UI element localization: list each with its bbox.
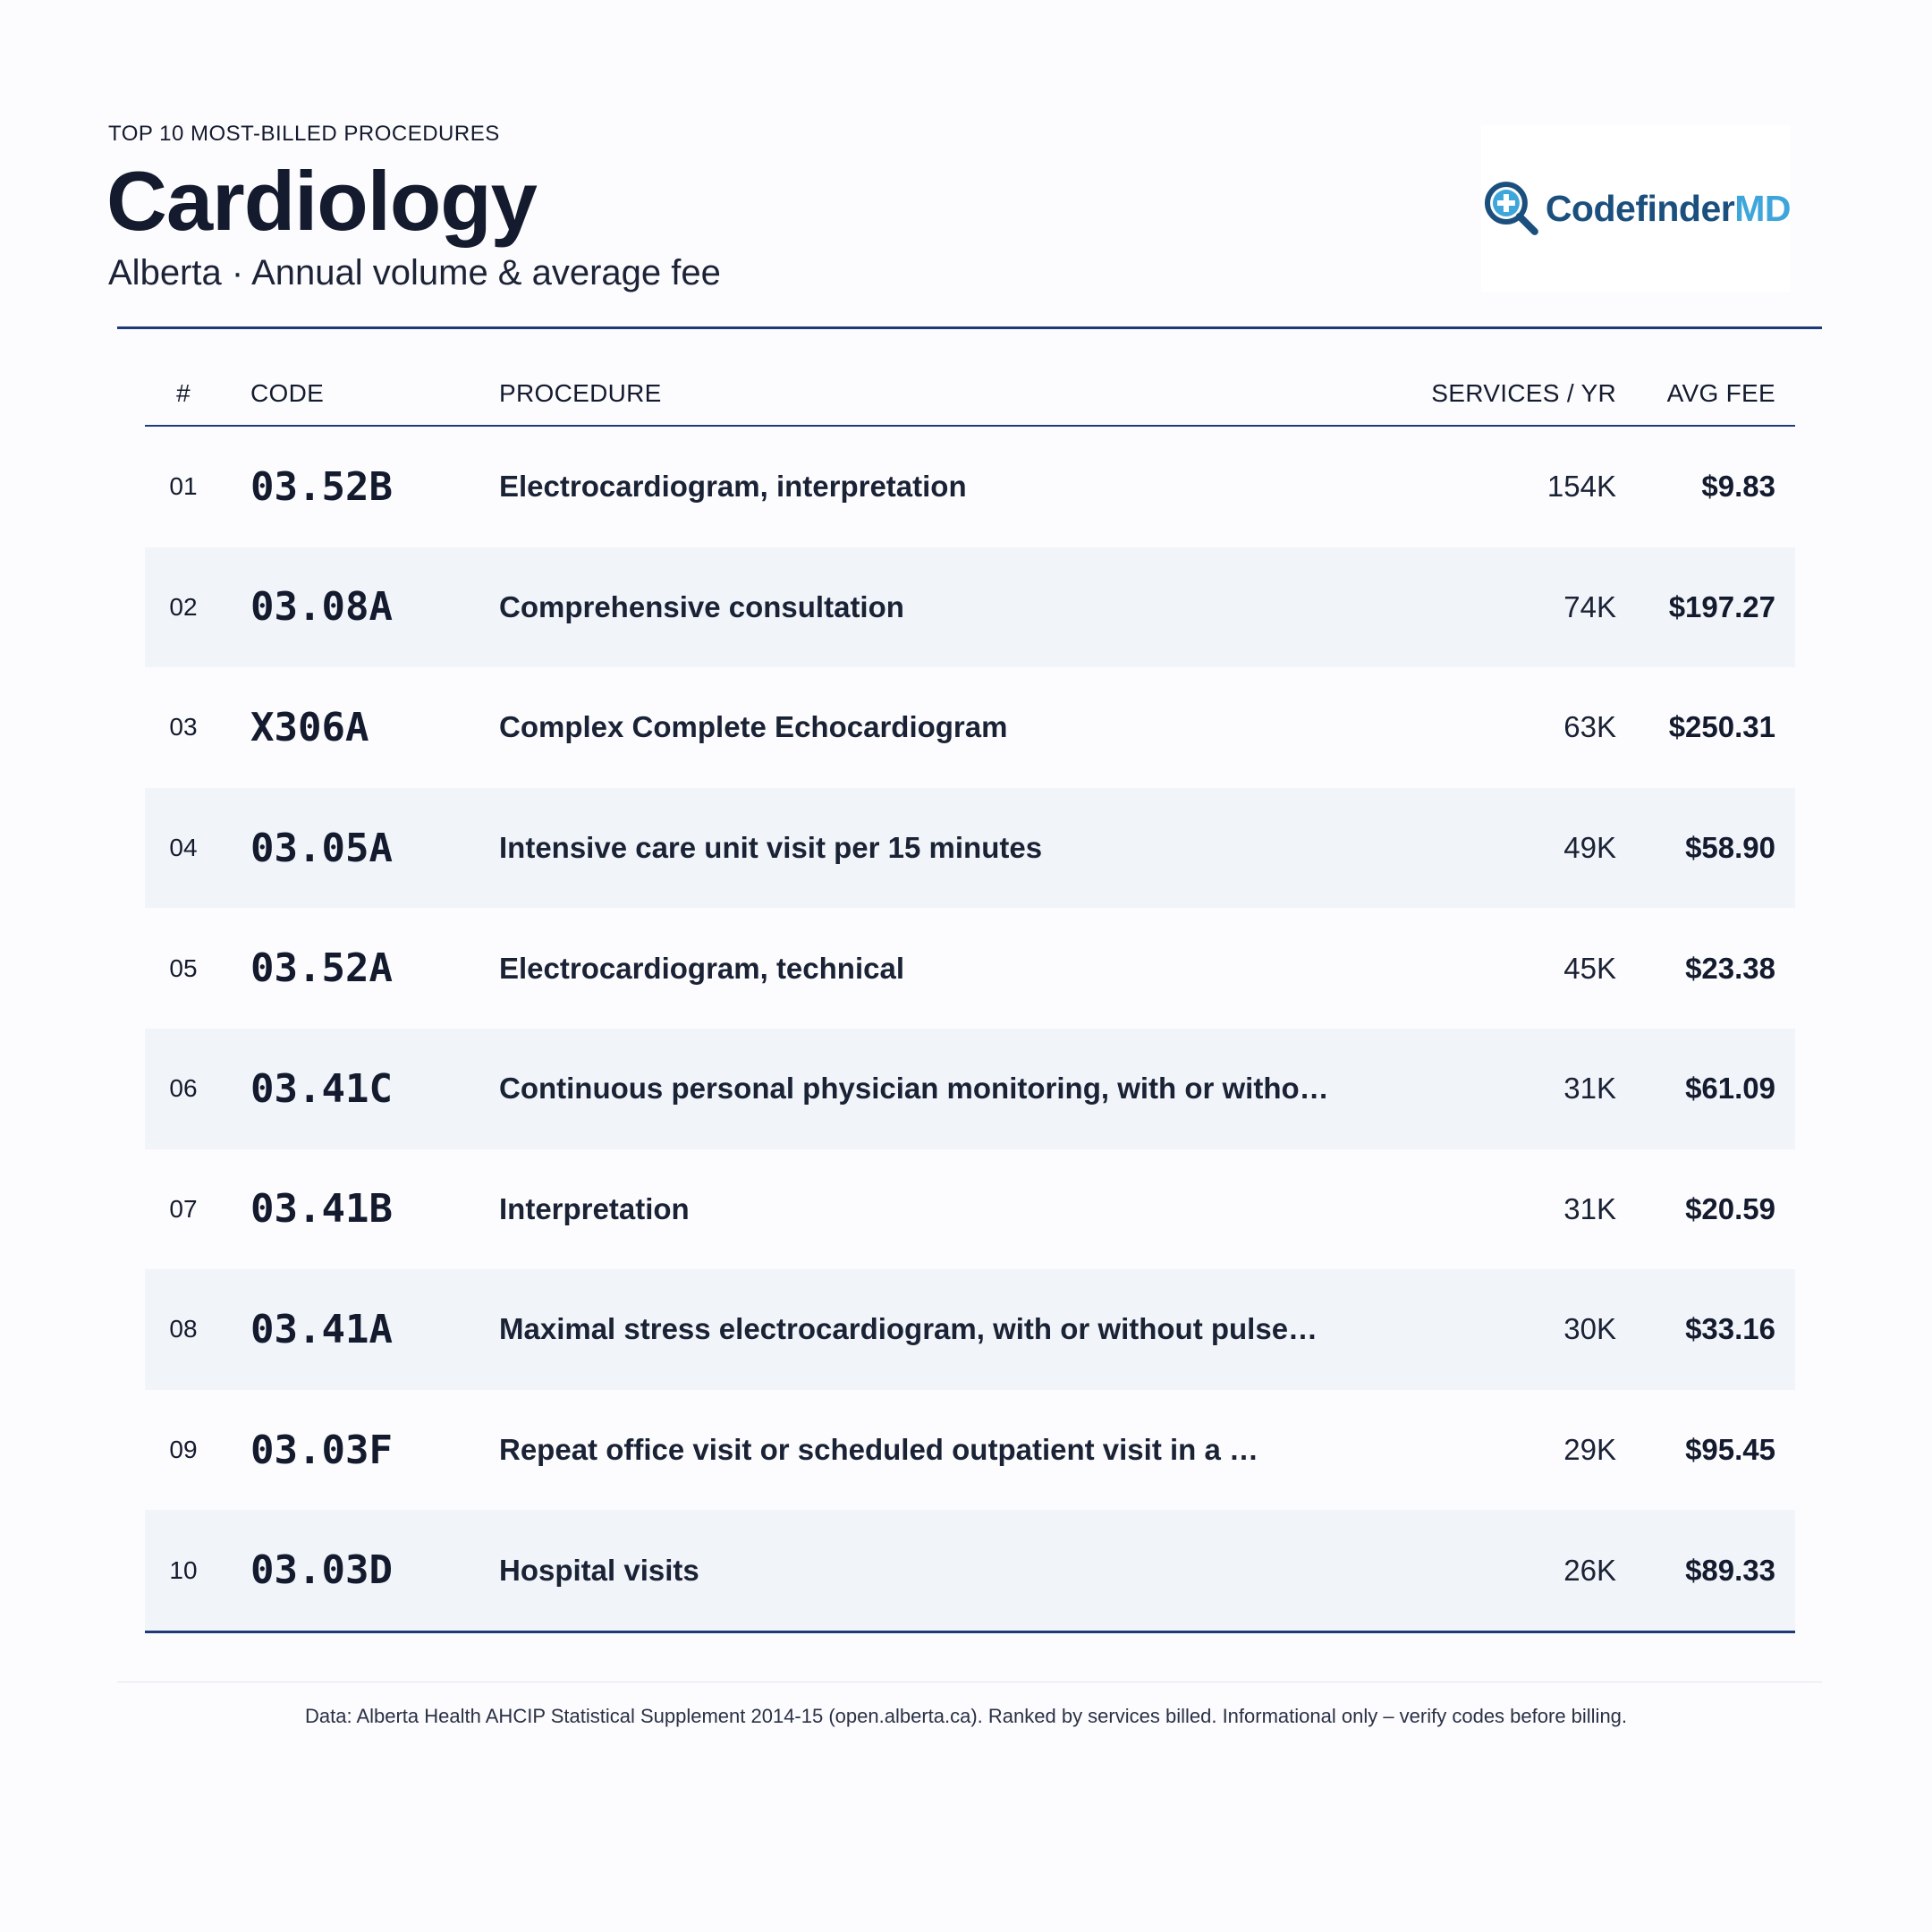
row-procedure: Intensive care unit visit per 15 minutes bbox=[499, 831, 1043, 865]
row-rank: 07 bbox=[169, 1194, 198, 1223]
table-row: 03 X306A Complex Complete Echocardiogram… bbox=[145, 667, 1795, 788]
row-code: 03.41C bbox=[250, 1065, 393, 1112]
row-services: 154K bbox=[1546, 470, 1616, 504]
row-rank: 02 bbox=[169, 592, 198, 621]
table-row: 07 03.41B Interpretation 31K $20.59 bbox=[145, 1149, 1795, 1270]
page-subtitle: Alberta · Annual volume & average fee bbox=[108, 253, 721, 292]
row-services: 29K bbox=[1563, 1433, 1616, 1467]
row-procedure: Interpretation bbox=[499, 1191, 690, 1225]
row-fee: $9.83 bbox=[1701, 470, 1775, 504]
row-fee: $197.27 bbox=[1668, 589, 1775, 623]
row-services: 49K bbox=[1563, 831, 1616, 865]
row-fee: $33.16 bbox=[1685, 1312, 1775, 1346]
row-rank: 10 bbox=[169, 1555, 198, 1584]
table-row: 05 03.52A Electrocardiogram, technical 4… bbox=[145, 908, 1795, 1029]
column-header-num: # bbox=[176, 379, 191, 407]
row-services: 26K bbox=[1563, 1553, 1616, 1587]
row-code: 03.03D bbox=[250, 1547, 393, 1594]
row-procedure: Electrocardiogram, technical bbox=[499, 951, 904, 985]
row-rank: 03 bbox=[169, 713, 198, 741]
page-title: Cardiology bbox=[106, 154, 538, 248]
row-fee: $89.33 bbox=[1685, 1553, 1775, 1587]
row-procedure: Complex Complete Echocardiogram bbox=[499, 710, 1008, 744]
row-procedure: Electrocardiogram, interpretation bbox=[499, 470, 967, 504]
page-eyebrow: TOP 10 MOST-BILLED PROCEDURES bbox=[108, 122, 500, 146]
row-code: 03.41A bbox=[250, 1306, 393, 1352]
row-procedure: Continuous personal physician monitoring… bbox=[499, 1072, 1329, 1106]
table-row: 08 03.41A Maximal stress electrocardiogr… bbox=[145, 1269, 1795, 1390]
column-header-procedure: PROCEDURE bbox=[499, 379, 662, 407]
row-services: 74K bbox=[1563, 589, 1616, 623]
row-code: 03.52B bbox=[250, 463, 393, 510]
row-services: 30K bbox=[1563, 1312, 1616, 1346]
column-header-services: SERVICES / YR bbox=[1431, 379, 1616, 407]
row-rank: 05 bbox=[169, 953, 198, 982]
table-row: 01 03.52B Electrocardiogram, interpretat… bbox=[145, 427, 1795, 547]
row-code: 03.03F bbox=[250, 1427, 393, 1473]
row-fee: $95.45 bbox=[1685, 1433, 1775, 1467]
row-services: 31K bbox=[1563, 1191, 1616, 1225]
row-fee: $23.38 bbox=[1685, 951, 1775, 985]
header-divider bbox=[117, 326, 1822, 329]
footer-note: Data: Alberta Health AHCIP Statistical S… bbox=[304, 1705, 1628, 1727]
row-fee: $20.59 bbox=[1685, 1191, 1775, 1225]
row-code: 03.05A bbox=[250, 825, 393, 871]
table-row: 04 03.05A Intensive care unit visit per … bbox=[145, 787, 1795, 909]
column-header-code: CODE bbox=[250, 379, 325, 407]
table-row: 06 03.41C Continuous personal physician … bbox=[145, 1028, 1795, 1149]
magnifier-plus-icon bbox=[1484, 182, 1538, 235]
table-bottom-divider bbox=[145, 1630, 1795, 1633]
row-rank: 06 bbox=[169, 1074, 198, 1103]
row-procedure: Maximal stress electrocardiogram, with o… bbox=[499, 1312, 1318, 1346]
row-fee: $61.09 bbox=[1685, 1072, 1775, 1106]
table-row: 02 03.08A Comprehensive consultation 74K… bbox=[145, 547, 1795, 668]
row-procedure: Comprehensive consultation bbox=[499, 589, 904, 623]
brand-logo: CodefinderMD bbox=[1481, 125, 1791, 292]
row-fee: $58.90 bbox=[1685, 831, 1775, 865]
row-services: 45K bbox=[1563, 951, 1616, 985]
row-services: 63K bbox=[1563, 710, 1616, 744]
table-row: 09 03.03F Repeat office visit or schedul… bbox=[145, 1390, 1795, 1511]
table-row: 10 03.03D Hospital visits 26K $89.33 bbox=[145, 1510, 1795, 1631]
row-fee: $250.31 bbox=[1668, 710, 1775, 744]
row-code: 03.08A bbox=[250, 584, 393, 631]
row-services: 31K bbox=[1563, 1072, 1616, 1106]
row-rank: 01 bbox=[169, 472, 198, 501]
row-code: X306A bbox=[250, 704, 369, 750]
table-header: # CODE PROCEDURE SERVICES / YR AVG FEE bbox=[145, 362, 1795, 427]
row-code: 03.41B bbox=[250, 1186, 393, 1233]
row-rank: 09 bbox=[169, 1436, 198, 1464]
brand-wordmark: CodefinderMD bbox=[1545, 187, 1792, 229]
column-header-fee: AVG FEE bbox=[1666, 379, 1775, 407]
row-procedure: Repeat office visit or scheduled outpati… bbox=[499, 1433, 1258, 1467]
row-code: 03.52A bbox=[250, 945, 393, 992]
row-rank: 08 bbox=[169, 1315, 198, 1343]
row-rank: 04 bbox=[169, 834, 198, 862]
procedures-table: # CODE PROCEDURE SERVICES / YR AVG FEE 0… bbox=[145, 362, 1795, 1633]
row-procedure: Hospital visits bbox=[499, 1553, 699, 1587]
